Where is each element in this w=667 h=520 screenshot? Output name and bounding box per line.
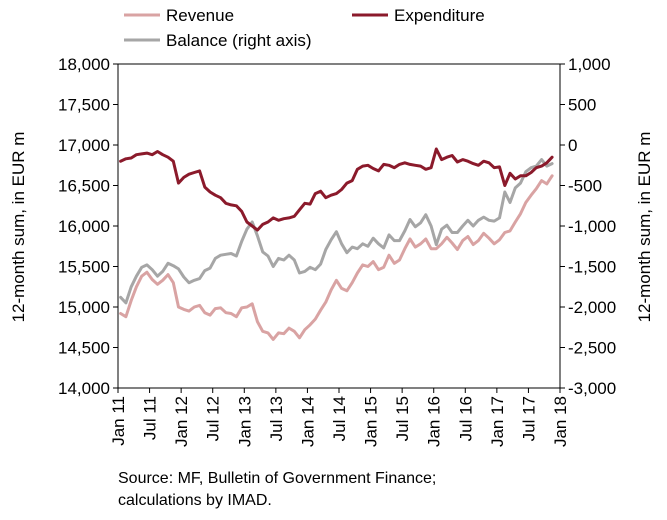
source-line-2: calculations by IMAD. [118,492,272,509]
x-tick-label: Jul 12 [204,396,223,441]
series-line-revenue [119,174,554,341]
x-tick-label: Jan 18 [551,396,570,447]
source-note: Source: MF, Bulletin of Government Finan… [118,468,436,512]
legend-label: Balance (right axis) [166,31,312,50]
left-tick-label: 16,000 [58,217,110,236]
series-lines [119,147,554,341]
right-tick-label: -1,500 [568,258,616,277]
x-tick-label: Jul 16 [456,396,475,441]
right-tick-label: -1,000 [568,217,616,236]
left-tick-label: 17,500 [58,96,110,115]
x-axis-ticks: Jan 11 Jul 11 Jan 12 Jul 12 Jan 13 Jul 13 Jan … [109,388,570,447]
left-tick-label: 16,500 [58,177,110,196]
plot-area [117,63,561,389]
x-tick-label: Jan 12 [172,396,191,447]
left-tick-label: 15,500 [58,258,110,277]
x-tick-label: Jan 17 [488,396,507,447]
x-tick-label: Jul 14 [330,396,349,441]
x-tick-label: Jan 15 [362,396,381,447]
x-tick-label: Jul 17 [519,396,538,441]
legend-label: Revenue [166,6,234,25]
x-tick-label: Jan 14 [298,396,317,447]
x-tick-label: Jan 16 [425,396,444,447]
right-axis-label: 12-month sum, in EUR m [635,132,654,323]
left-tick-label: 17,000 [58,136,110,155]
right-tick-label: 500 [568,96,596,115]
left-tick-label: 14,000 [58,379,110,398]
x-tick-label: Jan 11 [109,396,128,446]
legend-label: Expenditure [394,6,485,25]
left-tick-label: 18,000 [58,55,110,74]
right-tick-label: 1,000 [568,55,611,74]
x-tick-label: Jul 13 [267,396,286,441]
left-tick-label: 15,000 [58,298,110,317]
left-axis-ticks: 14,000 14,500 15,000 15,500 16,000 16,500 17,0… [58,55,118,398]
x-tick-label: Jan 13 [235,396,254,447]
x-tick-label: Jul 15 [393,396,412,441]
right-tick-label: -2,500 [568,339,616,358]
right-axis-ticks: -3,000 -2,500 -2,000 -1,500 -1,000 -500 0 500 1,… [560,55,616,398]
plot-frame [117,63,561,389]
series-line-expenditure [119,147,554,232]
series-line-balance-right-axis [119,158,554,305]
left-tick-label: 14,500 [58,339,110,358]
source-line-1: Source: MF, Bulletin of Government Finan… [118,470,437,487]
x-tick-label: Jul 11 [141,396,160,440]
right-tick-label: 0 [568,136,577,155]
right-tick-label: -500 [568,177,602,196]
right-tick-label: -2,000 [568,298,616,317]
left-axis-label: 12-month sum, in EUR m [9,132,28,323]
right-tick-label: -3,000 [568,379,616,398]
legend: Revenue Expenditure Balance (right axis) [124,6,485,50]
